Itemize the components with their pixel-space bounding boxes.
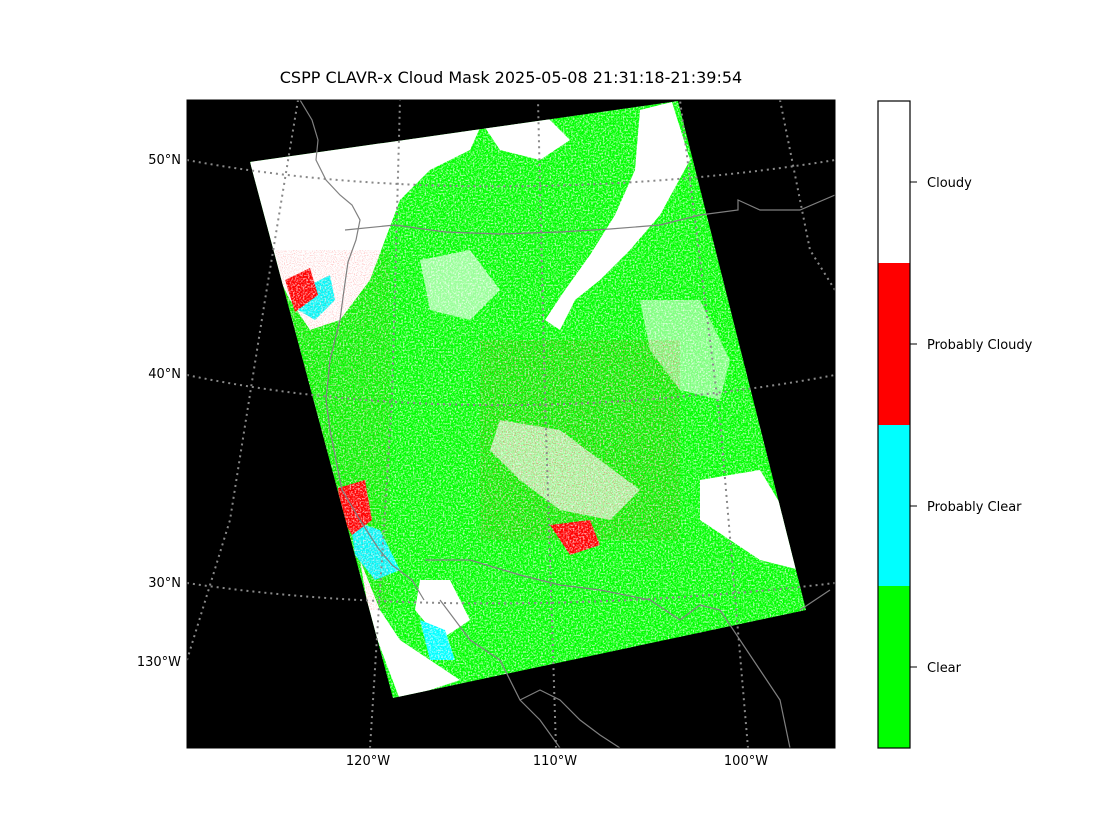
colorbar-frame: [877, 100, 911, 749]
lat-label-50: 50°N: [148, 153, 181, 168]
legend-label-probably-cloudy: Probably Cloudy: [927, 338, 1033, 353]
colorbar-segment-probably-cloudy: [878, 263, 910, 425]
lon-label-130: 130°W: [137, 655, 181, 670]
legend-label-probably-clear: Probably Clear: [927, 500, 1022, 515]
lat-label-40: 40°N: [148, 367, 181, 382]
legend-label-cloudy: Cloudy: [927, 176, 972, 191]
graticule: [187, 100, 835, 748]
colorbar-segment-clear: [878, 586, 910, 748]
colorbar: Cloudy Probably Cloudy Probably Clear Cl…: [877, 100, 1033, 749]
lat-label-30: 30°N: [148, 576, 181, 591]
map-frame: [186, 99, 836, 749]
lon-label-110: 110°W: [533, 754, 577, 769]
coastlines: [299, 100, 835, 748]
map-title: CSPP CLAVR-x Cloud Mask 2025-05-08 21:31…: [279, 68, 743, 87]
lon-label-120: 120°W: [346, 754, 390, 769]
colorbar-segment-probably-clear: [878, 425, 910, 586]
legend-label-clear: Clear: [927, 661, 962, 676]
lon-label-100: 100°W: [724, 754, 768, 769]
colorbar-segment-cloudy: [878, 101, 910, 263]
